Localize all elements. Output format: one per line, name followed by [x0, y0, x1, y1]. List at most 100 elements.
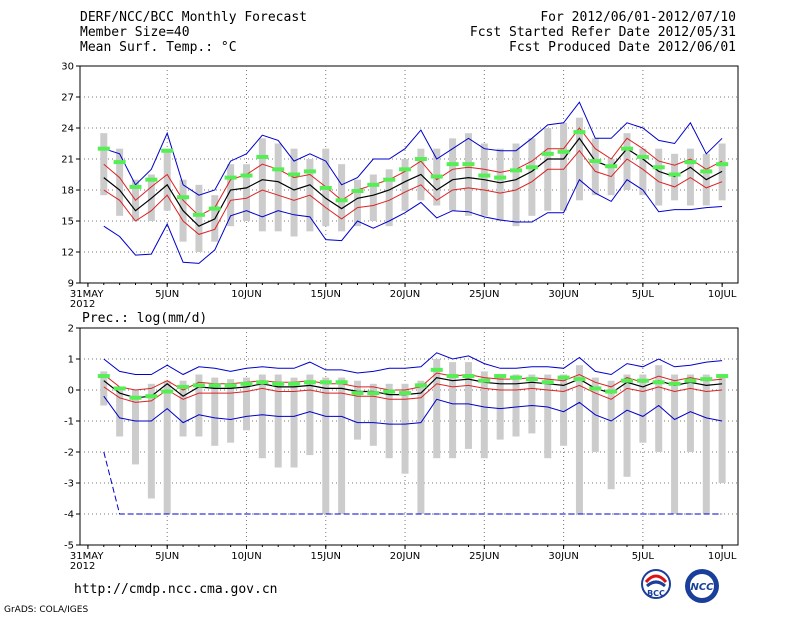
prec-member-bar [655, 365, 663, 452]
prec-member-bar [147, 383, 155, 499]
prec-member-bar [607, 380, 615, 490]
prec-member-bar [433, 359, 441, 459]
prec-climatology-marker [272, 381, 285, 386]
temp-ytick-label: 24 [61, 124, 74, 135]
prec-xtick-label: 25JUN [469, 551, 499, 562]
prec-member-bar [369, 383, 377, 446]
temp-climatology-marker [367, 182, 380, 187]
temp-xtick-label: 30JUN [548, 289, 578, 300]
prec-member-bar [702, 374, 710, 514]
prec-member-bar [116, 386, 124, 437]
temp-climatology-marker [177, 195, 190, 200]
prec-member-bar [290, 377, 298, 468]
prec-member-bar [195, 374, 203, 437]
prec-climatology-marker [541, 380, 554, 385]
temp-ytick-label: 12 [61, 248, 74, 259]
source-url[interactable]: http://cmdp.ncc.cma.gov.cn [74, 582, 278, 597]
prec-climatology-marker [303, 380, 316, 385]
prec-climatology-marker [700, 377, 713, 382]
temp-line-ensemble-mean [103, 137, 723, 227]
prec-xtick-label: 31MAY [70, 551, 104, 562]
prec-ytick-label: -4 [64, 510, 74, 521]
prec-climatology-marker [621, 378, 634, 383]
prec-climatology-marker [240, 381, 253, 386]
prec-ytick-label: 0 [68, 386, 74, 397]
prec-climatology-marker [129, 395, 142, 400]
temp-line-mean-plus-spread [103, 127, 723, 217]
prec-climatology-marker [145, 394, 158, 399]
prec-climatology-marker [367, 391, 380, 396]
prec-member-bar [338, 377, 346, 514]
prec-line-ensemble-max [103, 352, 723, 376]
prec-frame [79, 327, 739, 546]
prec-member-bar [353, 380, 361, 440]
temp-climatology-marker [557, 149, 570, 154]
prec-ytick-label: 1 [68, 355, 74, 366]
temp-xtick-label: 10JUN [231, 289, 261, 300]
prec-climatology-marker [605, 389, 618, 394]
temp-frame [79, 65, 739, 284]
grads-credit: GrADS: COLA/IGES [4, 605, 89, 615]
temp-climatology-marker [716, 162, 729, 167]
forecast-start-date: Fcst Started Refer Date 2012/05/31 [469, 25, 736, 40]
prec-member-bar [575, 365, 583, 514]
temp-climatology-marker [303, 169, 316, 174]
prec-member-bar [242, 377, 250, 431]
prec-climatology-marker [462, 374, 475, 379]
prec-member-bar [671, 374, 679, 514]
temp-member-bar [560, 122, 568, 211]
prec-climatology-marker [668, 381, 681, 386]
temp-climatology-marker [288, 172, 301, 177]
temp-member-bar [575, 117, 583, 201]
temp-xtick-label: 5JUL [632, 289, 655, 300]
temp-climatology-marker [319, 185, 332, 190]
prec-member-bar [686, 374, 694, 452]
prec-panel-title: Prec.: log(mm/d) [82, 311, 207, 326]
prec-xtick-label: 30JUN [548, 551, 578, 562]
prec-climatology-marker [636, 378, 649, 383]
prec-member-bar [623, 374, 631, 477]
prec-line-ensemble-min [103, 395, 723, 425]
prec-xtick-label: 15JUN [311, 551, 341, 562]
temp-member-bar [116, 148, 124, 216]
temp-climatology-marker [605, 164, 618, 169]
temp-ytick-label: 30 [61, 62, 74, 73]
prec-climatology-marker [430, 367, 443, 372]
prec-climatology-marker [161, 389, 174, 394]
prec-xtick-label: 10JUN [231, 551, 261, 562]
temp-climatology-marker [541, 151, 554, 156]
temp-climatology-marker [700, 169, 713, 174]
prec-climatology-marker [716, 374, 729, 379]
temp-member-bar [639, 148, 647, 196]
prec-climatology-marker [319, 380, 332, 385]
temp-xtick-label: 25JUN [469, 289, 499, 300]
temp-climatology-marker [97, 146, 110, 151]
prec-xtick-label: 10JUL [708, 551, 737, 562]
temp-climatology-marker [684, 160, 697, 165]
prec-member-bar [179, 380, 187, 437]
variable-label-temperature: Mean Surf. Temp.: °C [80, 40, 237, 55]
prec-member-bar [274, 374, 282, 468]
prec-climatology-marker [684, 378, 697, 383]
prec-member-bar [322, 377, 330, 514]
prec-xtick-label: 5JUL [632, 551, 655, 562]
temp-member-bar [623, 133, 631, 190]
prec-member-bar [480, 371, 488, 459]
prec-line-lowest-member [103, 451, 723, 515]
temp-ytick-label: 27 [61, 93, 74, 104]
prec-ytick-label: 2 [68, 324, 74, 335]
temp-member-bar [591, 138, 599, 196]
forecast-period: For 2012/06/01-2012/07/10 [540, 10, 736, 25]
prec-line-mean-plus-spread [103, 372, 723, 391]
prec-member-bar [211, 377, 219, 446]
prec-xtick-label: 2012 [70, 561, 95, 572]
prec-xtick-label: 5JUN [155, 551, 179, 562]
prec-member-bar [449, 362, 457, 459]
temp-xtick-label: 31MAY [70, 289, 104, 300]
prec-member-bar [639, 374, 647, 443]
temp-line-mean-minus-spread [103, 149, 723, 235]
bcc-logo-text: BCC [647, 589, 665, 598]
temp-climatology-marker [525, 165, 538, 170]
